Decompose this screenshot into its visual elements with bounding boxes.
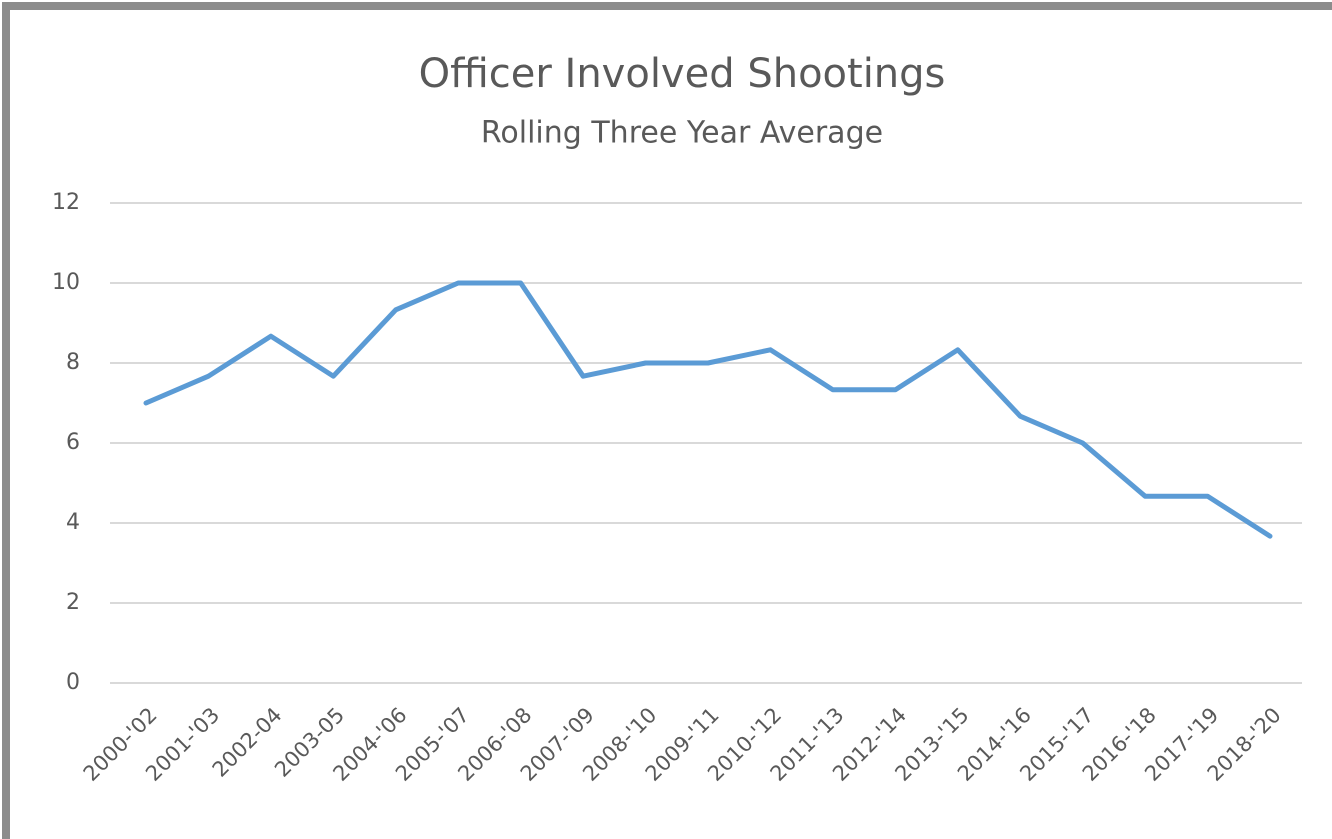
y-tick-label: 4 <box>66 510 80 535</box>
y-tick-label: 2 <box>66 590 80 615</box>
y-tick-label: 12 <box>52 190 80 215</box>
chart-title: Officer Involved Shootings <box>419 51 946 97</box>
y-tick-label: 6 <box>66 430 80 455</box>
y-tick-label: 0 <box>66 670 80 695</box>
chart-subtitle: Rolling Three Year Average <box>481 116 883 151</box>
y-tick-label: 8 <box>66 350 80 375</box>
data-line <box>143 280 1273 539</box>
y-tick-label: 10 <box>52 270 80 295</box>
